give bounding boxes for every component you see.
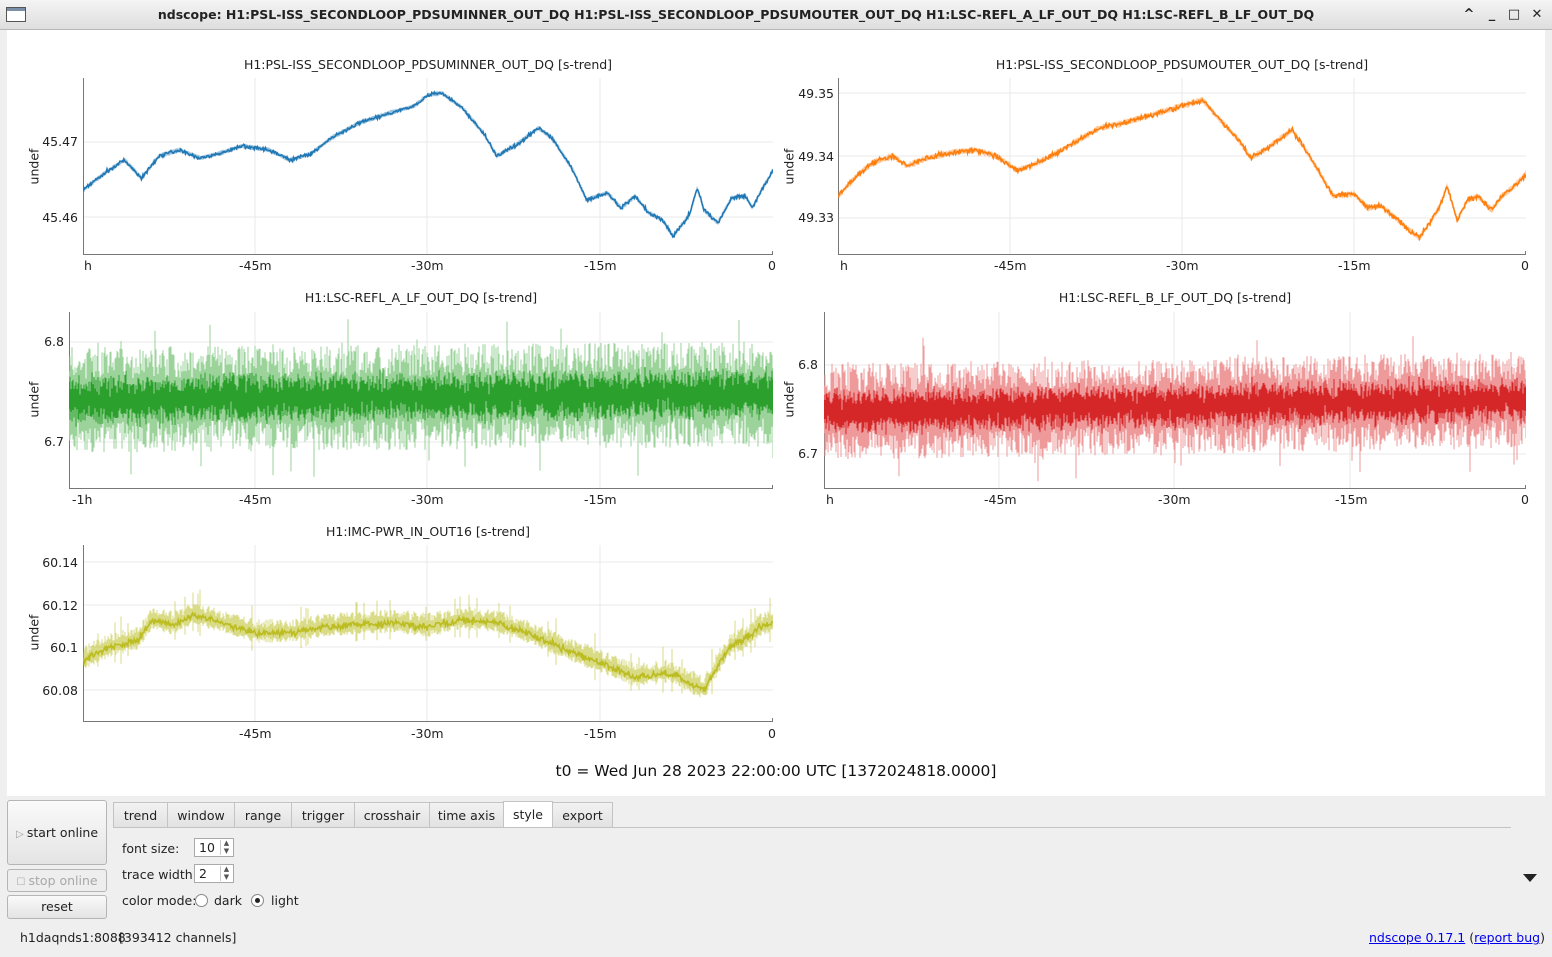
trace-width-spinbox[interactable]: 2 ▲ ▼ [194, 864, 234, 883]
x-tick-label: -45m [994, 258, 1027, 273]
spin-arrows-icon[interactable]: ▲ ▼ [220, 865, 232, 881]
y-axis-label: undef [26, 148, 42, 185]
x-tick-label: -45m [984, 492, 1017, 507]
tab-export[interactable]: export [552, 802, 613, 827]
plot-title: H1:PSL-ISS_SECONDLOOP_PDSUMOUTER_OUT_DQ … [995, 57, 1369, 72]
x-tick-label: -30m [411, 492, 444, 507]
y-tick-label: 60.14 [42, 555, 78, 570]
plot-title: H1:IMC-PWR_IN_OUT16 [s-trend] [326, 524, 530, 539]
version-link[interactable]: ndscope 0.17.1 [1369, 930, 1466, 945]
version-info: ndscope 0.17.1 (report bug) [1369, 930, 1545, 945]
x-tick-label: -45m [239, 492, 272, 507]
x-tick-label: -30m [411, 258, 444, 273]
app-icon [6, 7, 26, 22]
stop-online-button[interactable]: ☐ stop online [7, 869, 107, 892]
color-mode-label: color mode: [122, 893, 197, 908]
plot-refl-a[interactable] [69, 312, 773, 489]
y-tick-label: 6.7 [44, 434, 64, 449]
y-tick-label: 60.08 [42, 683, 78, 698]
plot-refl-b[interactable] [824, 312, 1526, 489]
window-minimize-button[interactable]: _ [1488, 7, 1496, 22]
plot-title: H1:LSC-REFL_B_LF_OUT_DQ [s-trend] [1058, 290, 1292, 305]
reset-button[interactable]: reset [7, 895, 107, 919]
y-axis-label: undef [781, 148, 797, 185]
collapse-panel-icon[interactable] [1523, 874, 1537, 882]
tab-time-axis[interactable]: time axis [429, 802, 504, 827]
y-tick-label: 60.12 [42, 598, 78, 613]
window-title: ndscope: H1:PSL-ISS_SECONDLOOP_PDSUMINNE… [157, 7, 1315, 22]
x-tick-label: -15m [1335, 492, 1368, 507]
report-bug-link[interactable]: report bug [1474, 930, 1541, 945]
trace-mean-band [824, 376, 1526, 436]
x-tick-label: -15m [584, 492, 617, 507]
play-icon: ▷ [15, 829, 27, 840]
y-tick-label: 45.46 [42, 210, 78, 225]
font-size-value: 10 [199, 840, 215, 855]
y-tick-label: 60.1 [50, 640, 78, 655]
plot-background [83, 78, 773, 255]
window-maximize-button[interactable]: □ [1507, 7, 1521, 22]
trace-mean-line [838, 98, 1526, 242]
tab-trend[interactable]: trend [113, 802, 168, 827]
x-tick-label: 0 [768, 726, 776, 741]
stop-online-label: stop online [28, 873, 98, 888]
x-tick-label: 0 [1521, 258, 1529, 273]
font-size-spinbox[interactable]: 10 ▲ ▼ [194, 838, 234, 857]
y-tick-label: 6.7 [798, 446, 818, 461]
plot-title: H1:LSC-REFL_A_LF_OUT_DQ [s-trend] [304, 290, 538, 305]
x-tick-label: h [826, 492, 834, 507]
x-tick-label: -45m [239, 258, 272, 273]
y-tick-label: 45.47 [42, 134, 78, 149]
x-tick-label: -15m [584, 726, 617, 741]
window-shade-button[interactable]: ^ [1463, 7, 1475, 22]
trace-mean-line [83, 610, 773, 693]
trace-mean-band [69, 366, 773, 429]
color-mode-dark-radio[interactable] [195, 894, 208, 907]
tab-crosshair[interactable]: crosshair [354, 802, 430, 827]
y-tick-label: 6.8 [44, 334, 64, 349]
start-online-button[interactable]: ▷ start online [7, 800, 107, 865]
font-size-label: font size: [122, 841, 180, 856]
y-tick-label: 49.34 [798, 149, 834, 164]
tab-style[interactable]: style [503, 801, 553, 828]
x-tick-label: -1h [72, 492, 93, 507]
x-tick-label: -30m [411, 726, 444, 741]
tab-divider [113, 827, 1511, 828]
y-axis-label: undef [781, 381, 797, 418]
y-tick-label: 49.33 [798, 210, 834, 225]
channel-count: [393412 channels] [119, 930, 237, 945]
color-mode-dark-label[interactable]: dark [214, 893, 242, 908]
x-tick-label: -15m [1338, 258, 1371, 273]
server-address: h1daqnds1:8088 [20, 930, 126, 945]
y-axis-label: undef [26, 381, 42, 418]
trace-width-value: 2 [199, 866, 207, 881]
tab-window[interactable]: window [167, 802, 235, 827]
start-online-label: start online [26, 825, 99, 840]
t0-label: t0 = Wed Jun 28 2023 22:00:00 UTC [13720… [555, 762, 997, 780]
x-tick-label: -30m [1166, 258, 1199, 273]
x-tick-label: h [840, 258, 848, 273]
plot-imc-pwr[interactable] [83, 545, 773, 722]
plot-outer-pdsumouter[interactable] [838, 78, 1526, 255]
x-tick-label: -30m [1158, 492, 1191, 507]
window-close-button[interactable]: ✕ [1531, 7, 1543, 22]
plot-inner-pdsuminner[interactable] [83, 78, 773, 255]
tab-range[interactable]: range [234, 802, 292, 827]
y-tick-label: 49.35 [798, 86, 834, 101]
color-mode-light-label[interactable]: light [271, 893, 299, 908]
color-mode-light-radio[interactable] [251, 894, 264, 907]
x-tick-label: 0 [1521, 492, 1529, 507]
plot-title: H1:PSL-ISS_SECONDLOOP_PDSUMINNER_OUT_DQ … [243, 57, 613, 72]
x-tick-label: 0 [768, 258, 776, 273]
window-titlebar: ndscope: H1:PSL-ISS_SECONDLOOP_PDSUMINNE… [0, 0, 1552, 30]
tab-trigger[interactable]: trigger [291, 802, 355, 827]
x-tick-label: -45m [239, 726, 272, 741]
stop-icon: ☐ [16, 877, 29, 888]
trace-mean-line [83, 90, 773, 239]
x-tick-label: h [84, 258, 92, 273]
y-tick-label: 6.8 [798, 357, 818, 372]
x-tick-label: -15m [584, 258, 617, 273]
trace-width-label: trace width: [122, 867, 197, 882]
spin-arrows-icon[interactable]: ▲ ▼ [220, 839, 232, 855]
